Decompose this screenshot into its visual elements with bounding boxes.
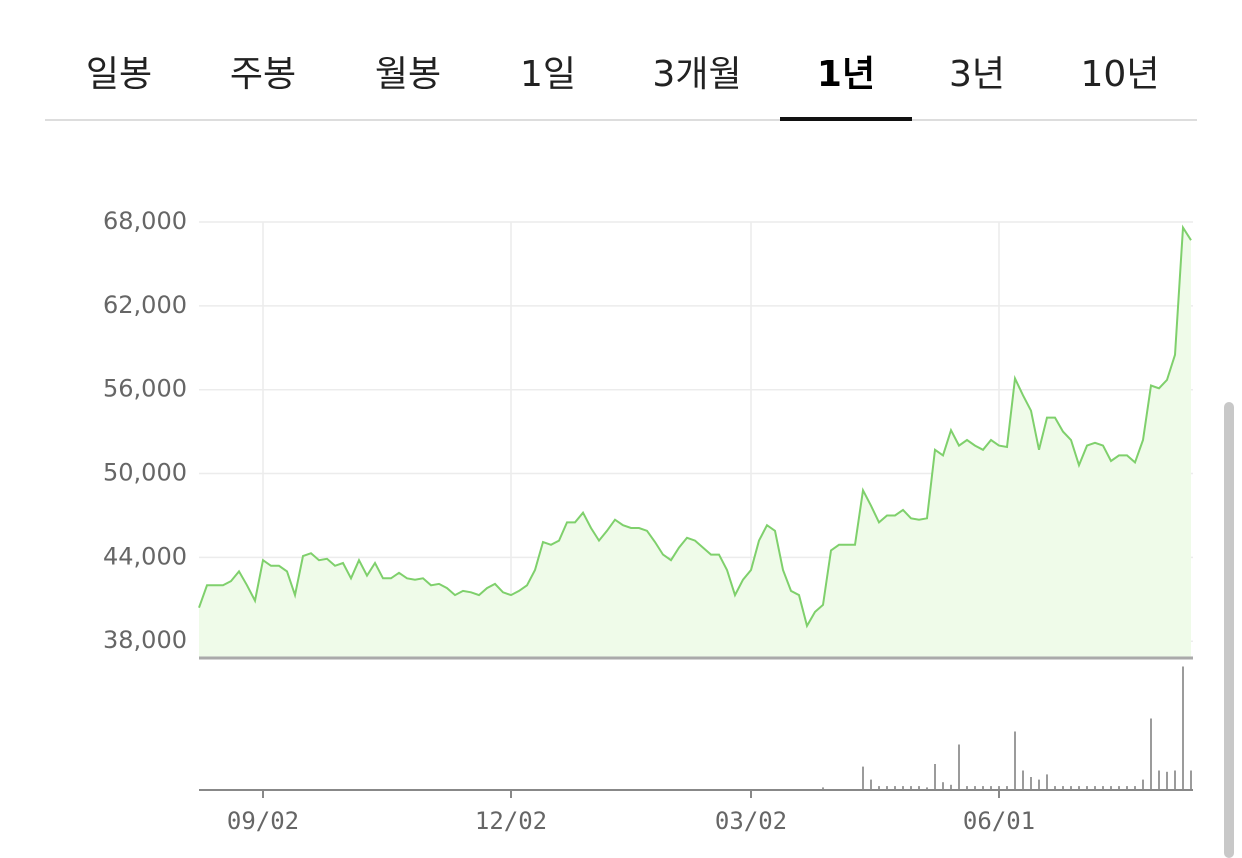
x-tick-label: 03/02 (715, 807, 787, 835)
volume-bar (982, 786, 984, 790)
volume-bar (910, 786, 912, 790)
volume-bar (1174, 770, 1176, 790)
volume-bar (1102, 786, 1104, 790)
volume-bar (886, 786, 888, 790)
price-line (198, 224, 1192, 629)
volume-bar (870, 779, 872, 790)
volume-bar (1022, 770, 1024, 790)
volume-bar (878, 786, 880, 790)
volume-bar (1062, 786, 1064, 790)
volume-bar (1078, 786, 1080, 790)
volume-bar (1006, 786, 1008, 790)
volume-bar (1182, 666, 1184, 790)
y-tick-label: 50,000 (103, 459, 187, 487)
volume-bar (998, 786, 1000, 790)
volume-bar (1150, 718, 1152, 790)
y-tick-label: 56,000 (103, 375, 187, 403)
volume-bar (894, 786, 896, 790)
volume-bar (1142, 779, 1144, 790)
volume-bar (974, 786, 976, 790)
volume-bar (1070, 786, 1072, 790)
scrollbar[interactable] (1224, 402, 1234, 858)
volume-bar (966, 786, 968, 790)
y-tick-label: 62,000 (103, 291, 187, 319)
x-tick-label: 12/02 (475, 807, 547, 835)
y-tick-label: 68,000 (103, 207, 187, 235)
price-area (199, 227, 1191, 658)
volume-bar (862, 766, 864, 790)
volume-bar (1046, 774, 1048, 790)
volume-bar (1126, 786, 1128, 790)
volume-bar (934, 764, 936, 790)
y-tick-label: 44,000 (103, 542, 187, 570)
volume-bar (1134, 786, 1136, 790)
volume-bar (1086, 786, 1088, 790)
volume-bar (1030, 777, 1032, 790)
tab[interactable]: 10년 (1081, 54, 1160, 95)
tab[interactable]: 3개월 (652, 54, 741, 95)
volume-bar (1110, 786, 1112, 790)
volume-bar (1054, 786, 1056, 790)
volume-bar (926, 787, 928, 790)
tab[interactable]: 1년 (817, 54, 875, 95)
tab[interactable]: 주봉 (230, 54, 296, 95)
x-tick-label: 09/02 (227, 807, 299, 835)
volume-bar (1094, 786, 1096, 790)
y-tick-label: 38,000 (103, 626, 187, 654)
tab[interactable]: 일봉 (86, 54, 152, 95)
volume-bar (902, 786, 904, 790)
volume-bar (918, 786, 920, 790)
volume-bar (990, 786, 992, 790)
tab[interactable]: 월봉 (375, 54, 441, 95)
volume-bar (942, 782, 944, 790)
volume-bar (1014, 731, 1016, 790)
volume-bar (822, 787, 824, 790)
volume-bar (1166, 771, 1168, 790)
volume-bar (1038, 779, 1040, 790)
tab[interactable]: 1일 (520, 54, 576, 95)
volume-bar (1158, 770, 1160, 790)
tab-underline (780, 117, 912, 121)
tab[interactable]: 3년 (949, 54, 1005, 95)
volume-bar (1118, 786, 1120, 790)
x-tick-label: 06/01 (963, 807, 1035, 835)
volume-bar (950, 784, 952, 790)
volume-bar (1190, 770, 1192, 790)
volume-bar (958, 744, 960, 790)
